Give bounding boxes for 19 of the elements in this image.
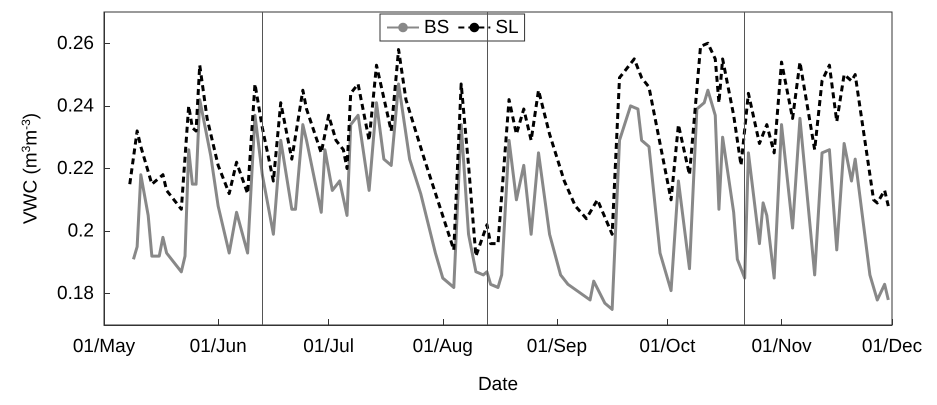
y-tick-label: 0.2 [68, 220, 94, 242]
x-tick-label: 01/Aug [412, 336, 473, 357]
y-tick-label: 0.22 [57, 158, 94, 179]
x-tick-label: 01/Dec [862, 336, 922, 357]
line-series [128, 42, 890, 258]
line-series [132, 82, 890, 311]
x-tick-label: 01/May [72, 336, 136, 357]
y-tick-label: 0.26 [57, 32, 94, 54]
x-tick-label: 01/Nov [751, 336, 812, 357]
legend-label: BS [424, 17, 450, 38]
y-tick-label: 0.18 [57, 283, 94, 304]
x-tick-label: 01/Oct [639, 336, 696, 357]
y-tick-label: 0.24 [57, 95, 94, 116]
legend-label: SL [495, 17, 519, 38]
x-tick-label: 01/Jul [303, 336, 354, 357]
x-tick-label: 01/Jun [190, 336, 247, 357]
x-axis-title: Date [478, 374, 518, 395]
y-axis-title: VWC (m3m-3) [19, 112, 42, 224]
x-tick-label: 01/Sep [526, 336, 588, 357]
